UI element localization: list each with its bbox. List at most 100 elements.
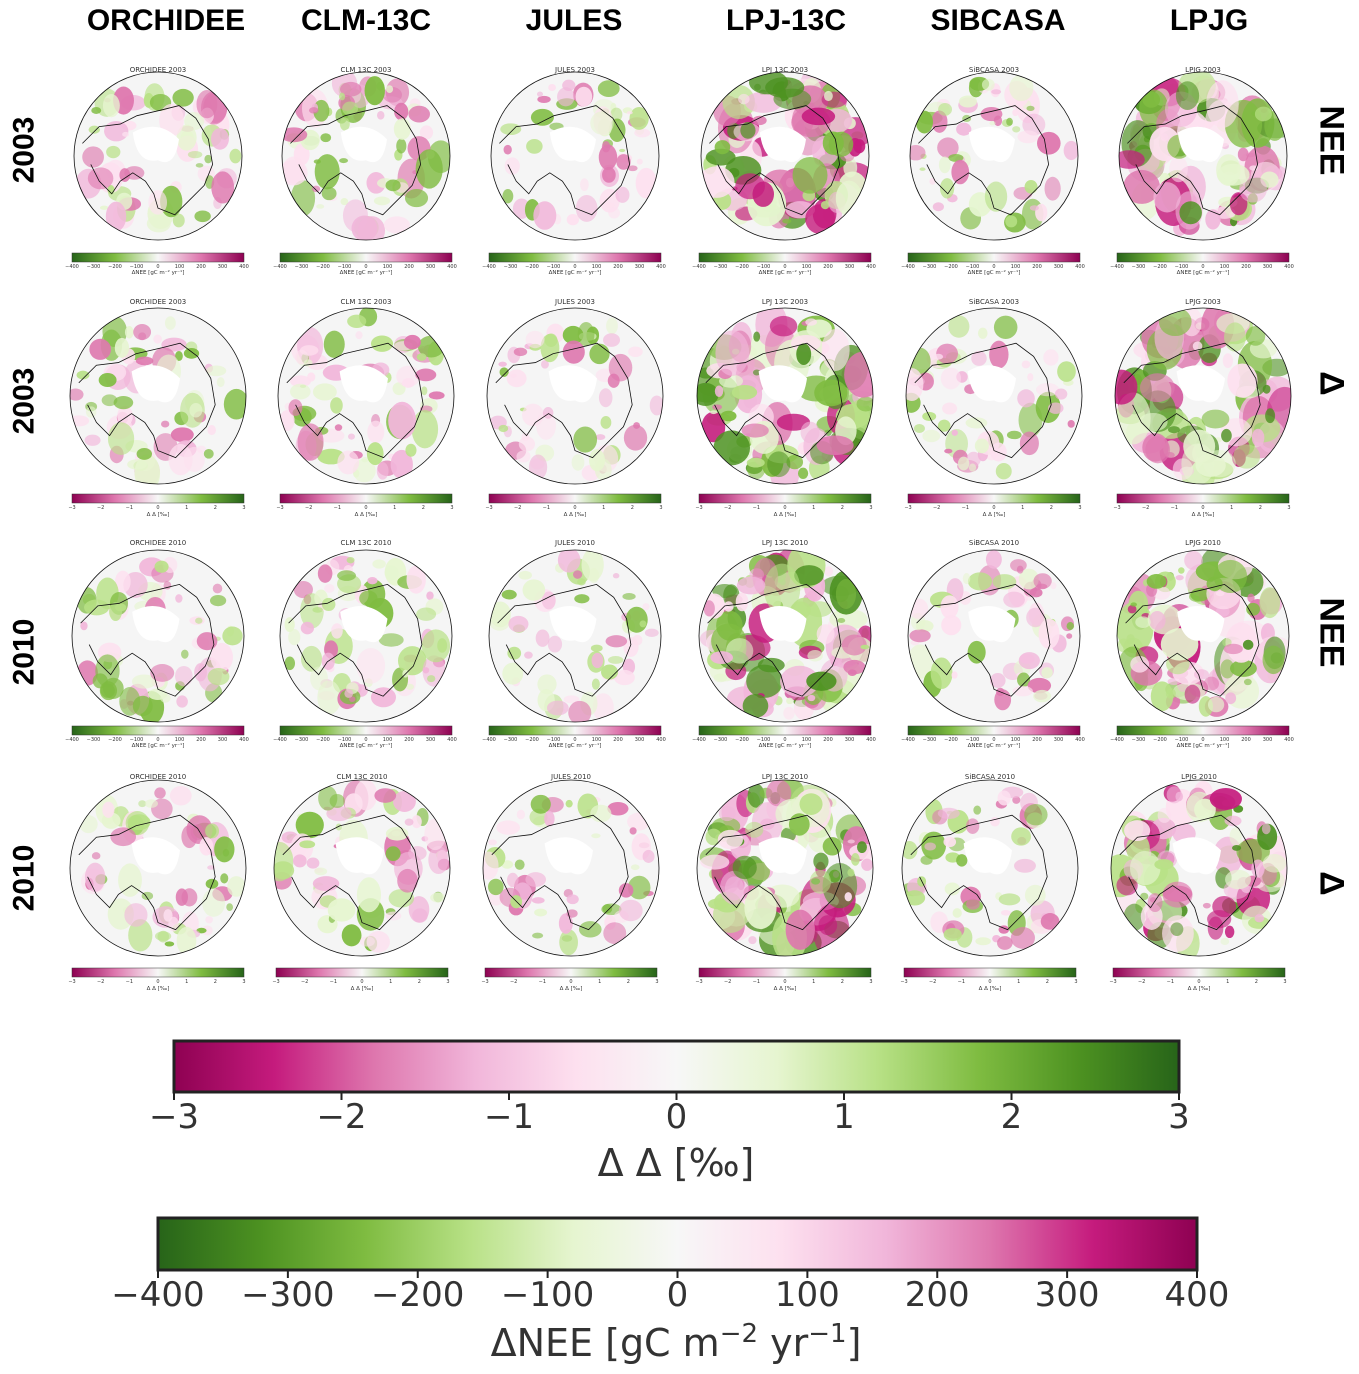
map-cell	[796, 343, 812, 366]
map-cell	[288, 628, 301, 646]
map-cell	[622, 593, 636, 600]
map-cell	[406, 565, 426, 594]
map-cell	[633, 422, 641, 429]
map-cell	[317, 564, 333, 583]
map-field	[906, 315, 1076, 480]
panel-colorbar-tick-label: 200	[196, 264, 206, 270]
panel-colorbar-tick-label: 200	[1241, 264, 1251, 270]
panel-colorbar-tick-label: 100	[175, 264, 185, 270]
map-cell	[763, 563, 801, 614]
map-cell	[1050, 582, 1057, 590]
map-cell	[605, 635, 628, 648]
coastline	[497, 583, 632, 697]
map-cell	[603, 333, 621, 347]
map-cell	[226, 903, 233, 912]
panel-colorbar-tick-label: −200	[525, 737, 539, 743]
coastline	[282, 814, 420, 931]
map-cell	[1262, 854, 1287, 873]
coastline	[286, 342, 424, 459]
panel-colorbar-tick-label: 2	[418, 979, 421, 985]
map-cell	[397, 646, 427, 676]
delta-colorbar-ticks: −3 −2 −1 0 1 2 3	[149, 1092, 1190, 1137]
panel-colorbar-label: Δ Δ [‰]	[560, 986, 583, 992]
map-boundary	[907, 549, 1081, 723]
map-panel: SiBCASA 2003 −3 −2 −1 0 1 2 3 Δ Δ [‰]	[904, 298, 1083, 518]
map-cell	[1041, 667, 1053, 679]
map-cell	[788, 813, 810, 836]
panel-colorbar-tick-label: 0	[573, 737, 576, 743]
map-cell	[1127, 605, 1137, 614]
panel-colorbar-tick-label: −100	[547, 737, 561, 743]
map-field	[483, 793, 655, 956]
map-cell	[160, 693, 171, 703]
panel-colorbar-tick-label: 300	[218, 737, 228, 743]
map-cell	[229, 148, 242, 164]
map-cell	[175, 888, 188, 906]
map-cell	[176, 124, 197, 151]
panel-colorbar	[71, 725, 245, 736]
colorbar-tick-label: 3	[1168, 1097, 1190, 1137]
map-cell	[767, 451, 791, 478]
ocean-area	[339, 365, 388, 403]
panel-colorbar-tick-label: −400	[65, 737, 79, 743]
map-cell	[394, 102, 409, 121]
map-cell	[384, 565, 399, 581]
map-cell	[114, 337, 130, 358]
map-cell	[1254, 106, 1272, 122]
panel-colorbar-tick-label: −1	[958, 979, 965, 985]
map-cell	[1017, 130, 1039, 144]
map-cell	[189, 402, 203, 418]
ocean-area	[759, 606, 807, 643]
map-cell	[966, 451, 981, 467]
map-cell	[542, 407, 554, 419]
map-cell	[971, 350, 987, 366]
map-cell	[531, 897, 545, 904]
map-cell	[544, 810, 555, 827]
map-cell	[175, 351, 183, 362]
map-cell	[172, 213, 185, 228]
panel-colorbar-tick-label: 100	[592, 737, 602, 743]
panel-colorbar-tick-label: 0	[1201, 264, 1204, 270]
map-cell	[837, 617, 846, 624]
map-cell	[95, 654, 120, 688]
panel-colorbar-tick-label: 3	[450, 505, 453, 511]
map-cell	[713, 430, 751, 466]
panel-colorbar-tick-label: 1	[598, 979, 601, 985]
map-cell	[607, 656, 624, 664]
panel-colorbar-tick-label: 200	[1241, 737, 1251, 743]
map-cell	[518, 570, 532, 580]
map-cell	[1018, 568, 1039, 590]
panel-colorbar	[1116, 493, 1290, 504]
panel-colorbar-tick-label: 3	[1078, 505, 1081, 511]
map-boundary	[901, 779, 1079, 957]
panel-colorbar	[71, 493, 245, 504]
map-cell	[618, 883, 634, 898]
map-cell	[133, 324, 152, 340]
map-field	[284, 555, 451, 715]
map-cell	[1017, 672, 1031, 688]
panel-colorbar-tick-label: −300	[714, 737, 728, 743]
map-cell	[293, 854, 307, 868]
map-cell	[548, 83, 556, 92]
colorbar-tick-label: −2	[316, 1097, 366, 1137]
map-cell	[148, 190, 168, 215]
map-cell	[84, 862, 106, 892]
map-panel: LPJ 13C 2003 −400 −300 −200 −100 0 100 200 300 40…	[692, 66, 876, 276]
map-cell	[1175, 81, 1200, 111]
panel-colorbar-label: Δ Δ [‰]	[1192, 512, 1215, 518]
map-cell	[324, 584, 335, 593]
map-cell	[1225, 869, 1252, 890]
panel-colorbar-tick-label: −300	[87, 264, 101, 270]
map-cell	[962, 572, 971, 585]
ocean-area	[1177, 126, 1224, 163]
map-panel: JULES 2003 −400 −300 −200 −100 0 100 200 300 400 Δ…	[482, 66, 666, 276]
map-cell	[1205, 209, 1221, 230]
column-header-jules: JULES	[525, 4, 623, 37]
map-cell	[591, 652, 604, 669]
map-cell	[1157, 807, 1172, 823]
map-cell	[525, 872, 547, 887]
map-cell	[339, 158, 348, 164]
map-cell	[128, 919, 153, 952]
map-cell	[975, 937, 991, 946]
map-cell	[295, 811, 324, 839]
